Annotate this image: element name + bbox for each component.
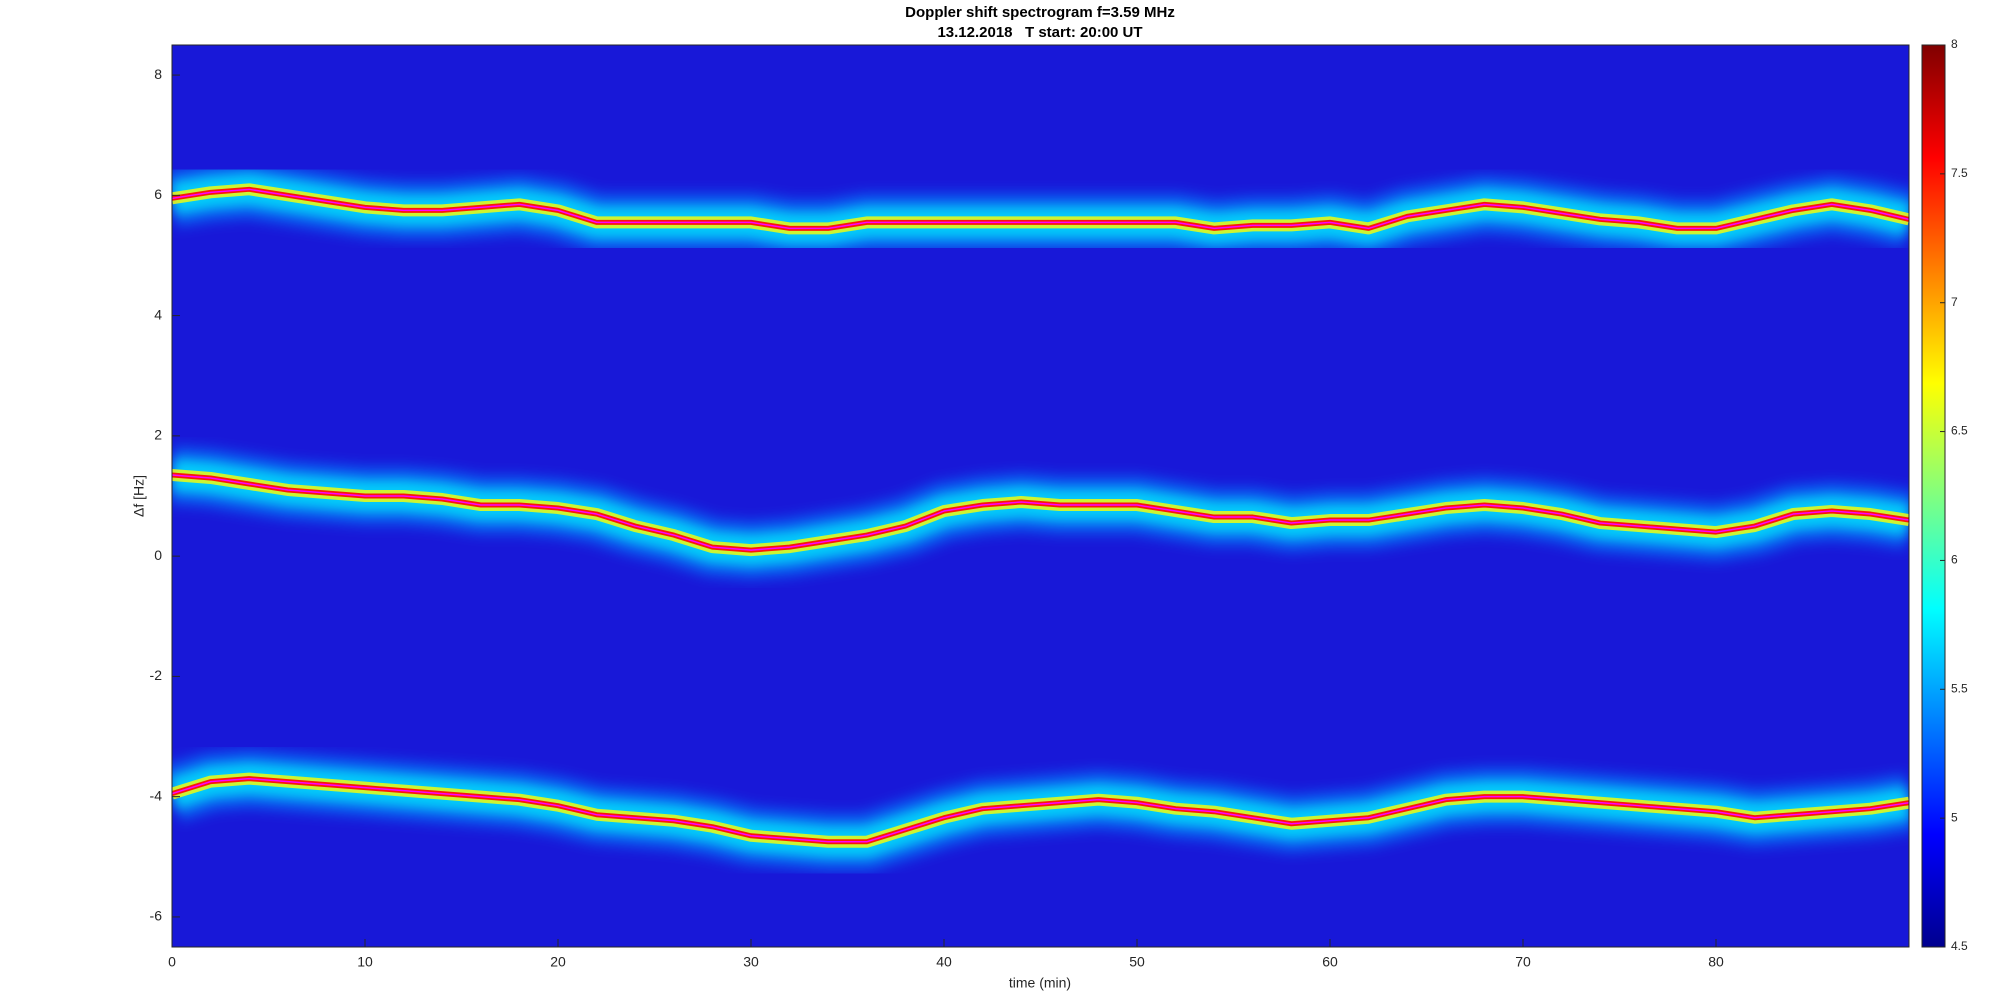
x-tick-label: 60 (1322, 954, 1338, 970)
traces (172, 159, 1909, 872)
chart-title: Doppler shift spectrogram f=3.59 MHz (905, 4, 1175, 21)
trace-line (172, 777, 1909, 843)
colorbar-tick-label: 6.5 (1951, 424, 1968, 438)
colorbar-tick-label: 7 (1951, 295, 1958, 309)
y-tick-label: -4 (150, 787, 163, 803)
y-tick-label: 4 (154, 306, 162, 322)
y-tick-label: 2 (154, 427, 162, 443)
x-tick-label: 50 (1129, 954, 1145, 970)
x-tick-label: 70 (1515, 954, 1531, 970)
colorbar-tick-label: 6 (1951, 553, 1958, 567)
colorbar-tick-label: 7.5 (1951, 166, 1968, 180)
colorbar-tick-label: 4.5 (1951, 939, 1968, 953)
colorbar (1921, 44, 1946, 948)
y-tick-label: -2 (150, 667, 163, 683)
y-tick-label: -6 (150, 908, 163, 924)
colorbar-tick-label: 5 (1951, 810, 1958, 824)
x-axis-label: time (min) (1009, 975, 1071, 991)
y-tick-label: 0 (154, 547, 162, 563)
colorbar-tick-label: 8 (1951, 37, 1958, 51)
y-tick-label: 6 (154, 186, 162, 202)
x-tick-label: 30 (743, 954, 759, 970)
x-tick-label: 40 (936, 954, 952, 970)
y-tick-label: 8 (154, 66, 162, 82)
x-tick-label: 80 (1708, 954, 1724, 970)
trace-line (172, 474, 1909, 551)
y-axis-label: Δf [Hz] (131, 475, 147, 517)
trace-line (172, 188, 1909, 230)
colorbar-tick-label: 5.5 (1951, 681, 1968, 695)
plot-frame (171, 44, 1910, 948)
x-tick-label: 20 (550, 954, 566, 970)
x-tick-label: 0 (168, 954, 176, 970)
chart-subtitle: 13.12.2018 T start: 20:00 UT (937, 24, 1142, 41)
x-tick-label: 10 (357, 954, 373, 970)
